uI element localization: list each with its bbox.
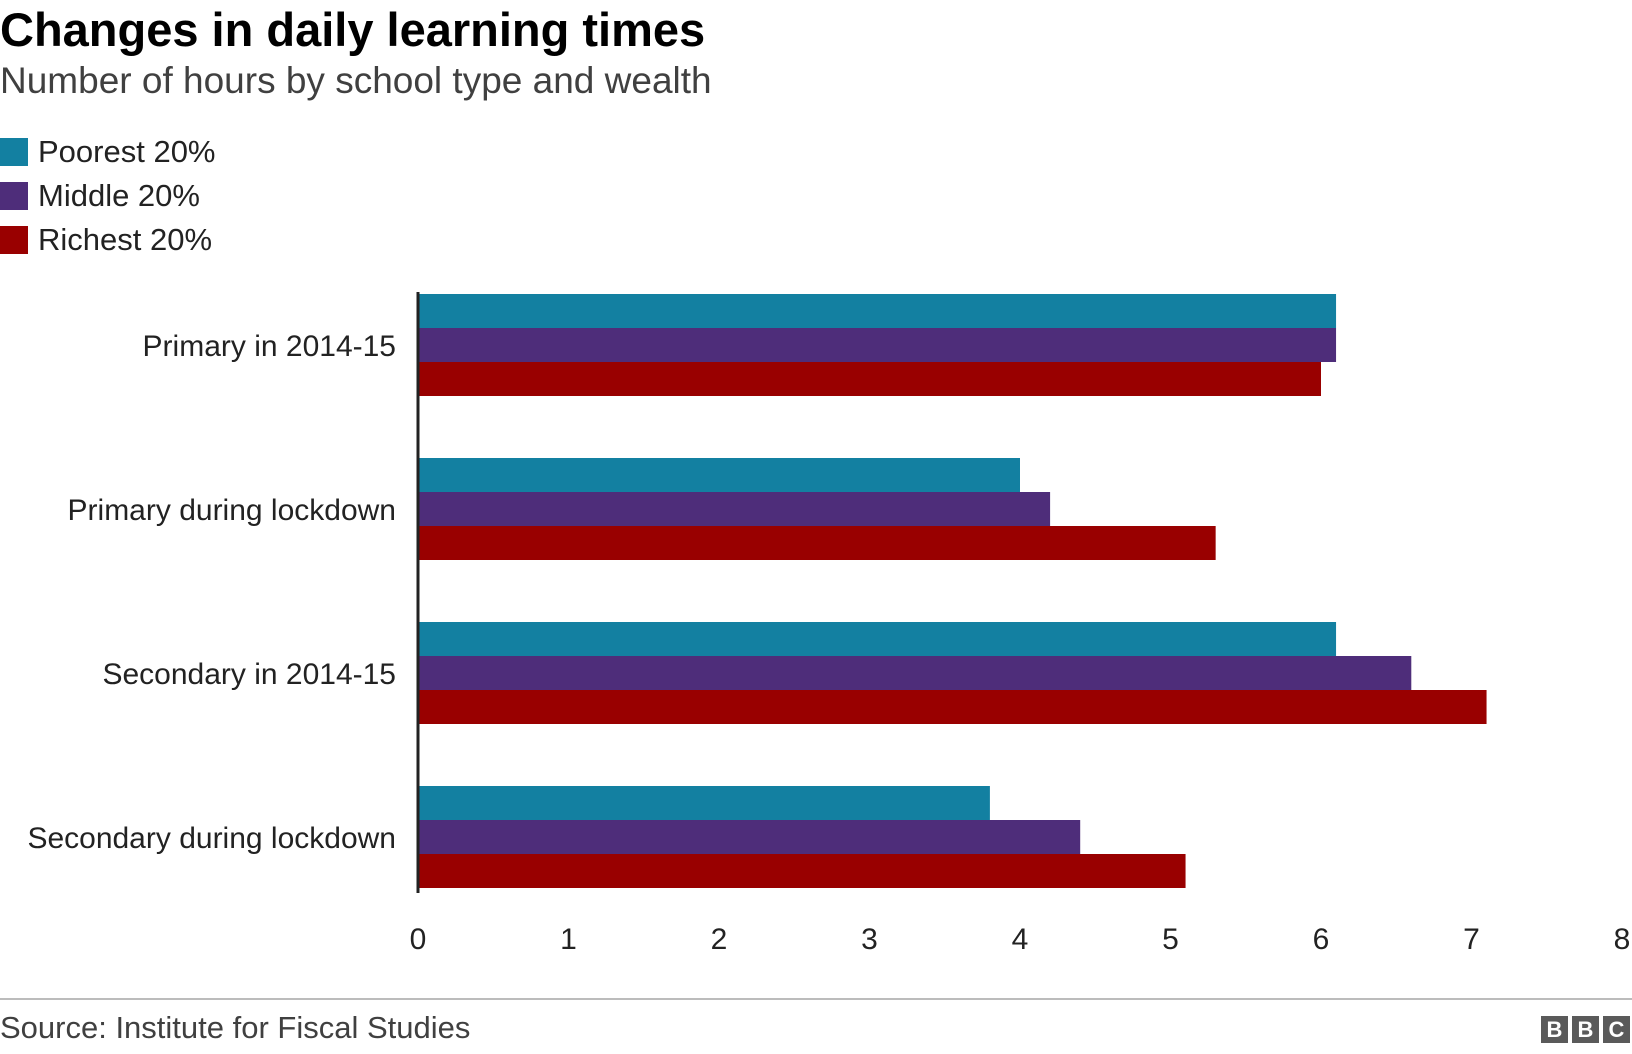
bar-poorest-20-secondary-in-2014-15: [418, 622, 1337, 656]
legend-swatch-poorest: [0, 138, 28, 166]
bar-poorest-20-secondary-during-lockdown: [418, 786, 990, 820]
bar-middle-20-primary-during-lockdown: [418, 492, 1051, 526]
legend-label-poorest: Poorest 20%: [38, 134, 216, 169]
legend-label-middle: Middle 20%: [38, 178, 200, 213]
bar-richest-20-secondary-during-lockdown: [418, 854, 1186, 888]
legend-item-richest: Richest 20%: [0, 218, 216, 262]
bar-middle-20-primary-in-2014-15: [418, 328, 1337, 362]
category-label-secondary-during-lockdown: Secondary during lockdown: [27, 822, 396, 855]
x-tick-label-0: 0: [410, 923, 427, 956]
bbc-logo-block-2: B: [1572, 1016, 1599, 1043]
chart-title: Changes in daily learning times: [0, 3, 706, 56]
x-tick-label-5: 5: [1162, 923, 1179, 956]
x-tick-label-3: 3: [861, 923, 878, 956]
legend-item-middle: Middle 20%: [0, 174, 216, 218]
x-tick-label-8: 8: [1614, 923, 1631, 956]
bar-richest-20-secondary-in-2014-15: [418, 690, 1487, 724]
x-tick-label-1: 1: [560, 923, 577, 956]
x-tick-label-6: 6: [1313, 923, 1330, 956]
x-tick-label-7: 7: [1463, 923, 1480, 956]
bar-poorest-20-primary-during-lockdown: [418, 458, 1020, 492]
source-note: Source: Institute for Fiscal Studies: [0, 1010, 471, 1045]
bar-chart: Primary in 2014-15 Primary during lockdow…: [27, 292, 1631, 956]
bar-poorest-20-primary-in-2014-15: [418, 294, 1337, 328]
legend-label-richest: Richest 20%: [38, 222, 213, 257]
legend-swatch-middle: [0, 182, 28, 210]
bar-richest-20-primary-during-lockdown: [418, 526, 1216, 560]
category-label-primary-in-2014-15: Primary in 2014-15: [143, 330, 396, 363]
x-tick-label-4: 4: [1012, 923, 1029, 956]
x-tick-label-2: 2: [711, 923, 728, 956]
category-label-secondary-in-2014-15: Secondary in 2014-15: [102, 658, 396, 691]
category-label-primary-during-lockdown: Primary during lockdown: [68, 494, 396, 527]
bar-richest-20-primary-in-2014-15: [418, 362, 1321, 396]
bbc-logo-block-3: C: [1603, 1016, 1630, 1043]
legend-swatch-richest: [0, 226, 28, 254]
footer-divider: [0, 998, 1632, 1000]
bbc-logo-block-1: B: [1541, 1016, 1568, 1043]
bar-middle-20-secondary-during-lockdown: [418, 820, 1081, 854]
legend: Poorest 20% Middle 20% Richest 20%: [0, 130, 216, 262]
bar-middle-20-secondary-in-2014-15: [418, 656, 1412, 690]
bbc-logo: B B C: [1541, 1016, 1630, 1043]
chart-subtitle: Number of hours by school type and wealt…: [0, 60, 712, 101]
legend-item-poorest: Poorest 20%: [0, 130, 216, 174]
